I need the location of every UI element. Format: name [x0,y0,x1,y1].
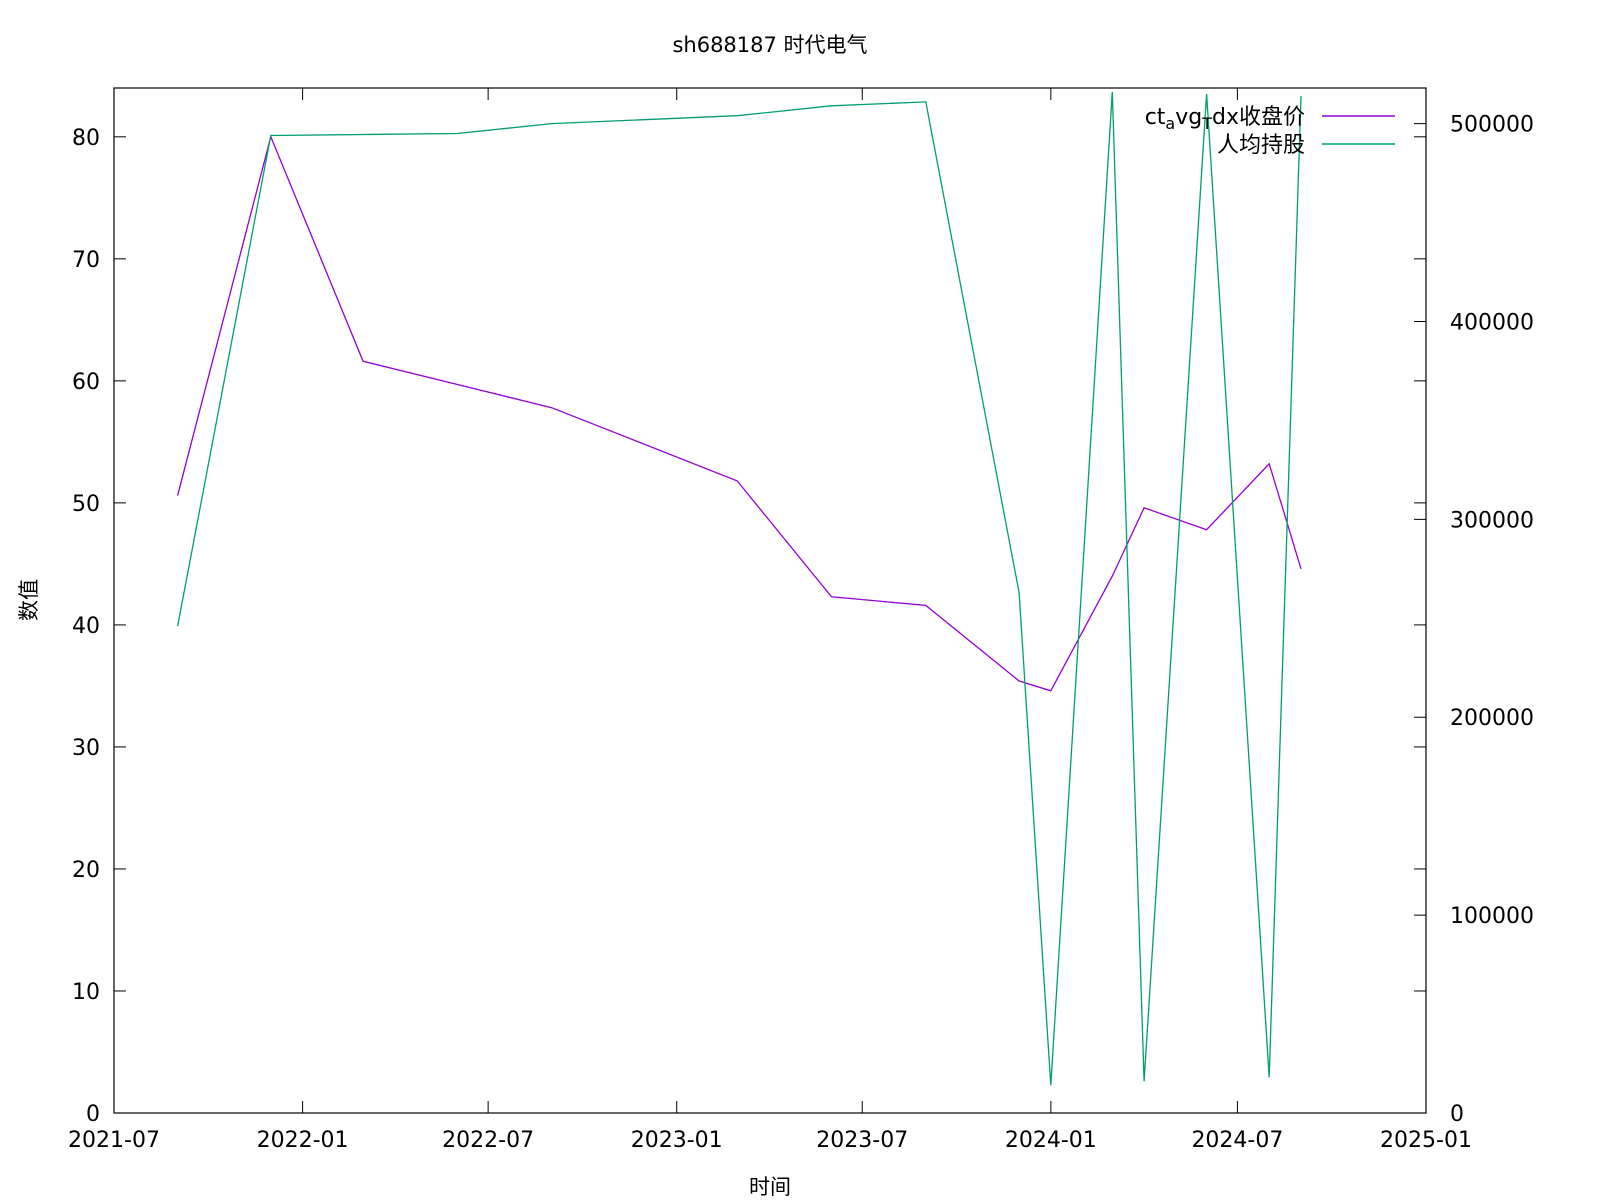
x-tick-label: 2023-01 [631,1128,723,1153]
y2-tick-label: 200000 [1450,706,1534,731]
y2-tick-label: 100000 [1450,904,1534,929]
y-tick-label: 30 [72,736,100,761]
legend: ctavgTdx收盘价 人均持股 [1145,105,1395,158]
y-tick-label: 20 [72,858,100,883]
y-axis-title: 数值 [17,579,41,621]
y-tick-label: 50 [72,492,100,517]
x-tick-label: 2025-01 [1380,1128,1472,1153]
y-tick-label: 60 [72,370,100,395]
chart-title: sh688187 时代电气 [672,33,867,57]
axis-ticks: 2021-07 2022-01 2022-07 2023-01 2023-07 2024-… [68,88,1534,1153]
legend-label-part: ct [1145,105,1166,130]
y-tick-label: 10 [72,980,100,1005]
y2-tick-label: 500000 [1450,113,1534,138]
x-tick-label: 2024-07 [1191,1128,1283,1153]
legend-label-part: dx收盘价 [1212,105,1305,130]
series-line-2 [176,91,1302,1086]
y2-tick-label: 400000 [1450,310,1534,335]
legend-label-series-1: ctavgTdx收盘价 [1145,105,1305,133]
y-tick-label: 40 [72,614,100,639]
x-tick-label: 2022-07 [442,1128,534,1153]
x-tick-label: 2023-07 [816,1128,908,1153]
y-tick-label: 0 [86,1102,100,1127]
y2-tick-label: 300000 [1450,508,1534,533]
legend-label-subscript: T [1201,114,1212,133]
series-line-1 [176,134,1302,692]
legend-label-series-2: 人均持股 [1217,133,1305,158]
x-tick-label: 2024-01 [1005,1128,1097,1153]
y-tick-label: 70 [72,248,100,273]
legend-label-part: vg [1175,105,1202,130]
y-tick-label: 80 [72,126,100,151]
y2-tick-label: 0 [1450,1102,1464,1127]
legend-label-subscript: a [1165,114,1175,133]
x-tick-label: 2022-01 [257,1128,349,1153]
x-axis-title: 时间 [749,1175,791,1199]
series-lines [176,91,1302,1086]
x-tick-label: 2021-07 [68,1128,160,1153]
plot-frame [113,87,1427,1114]
